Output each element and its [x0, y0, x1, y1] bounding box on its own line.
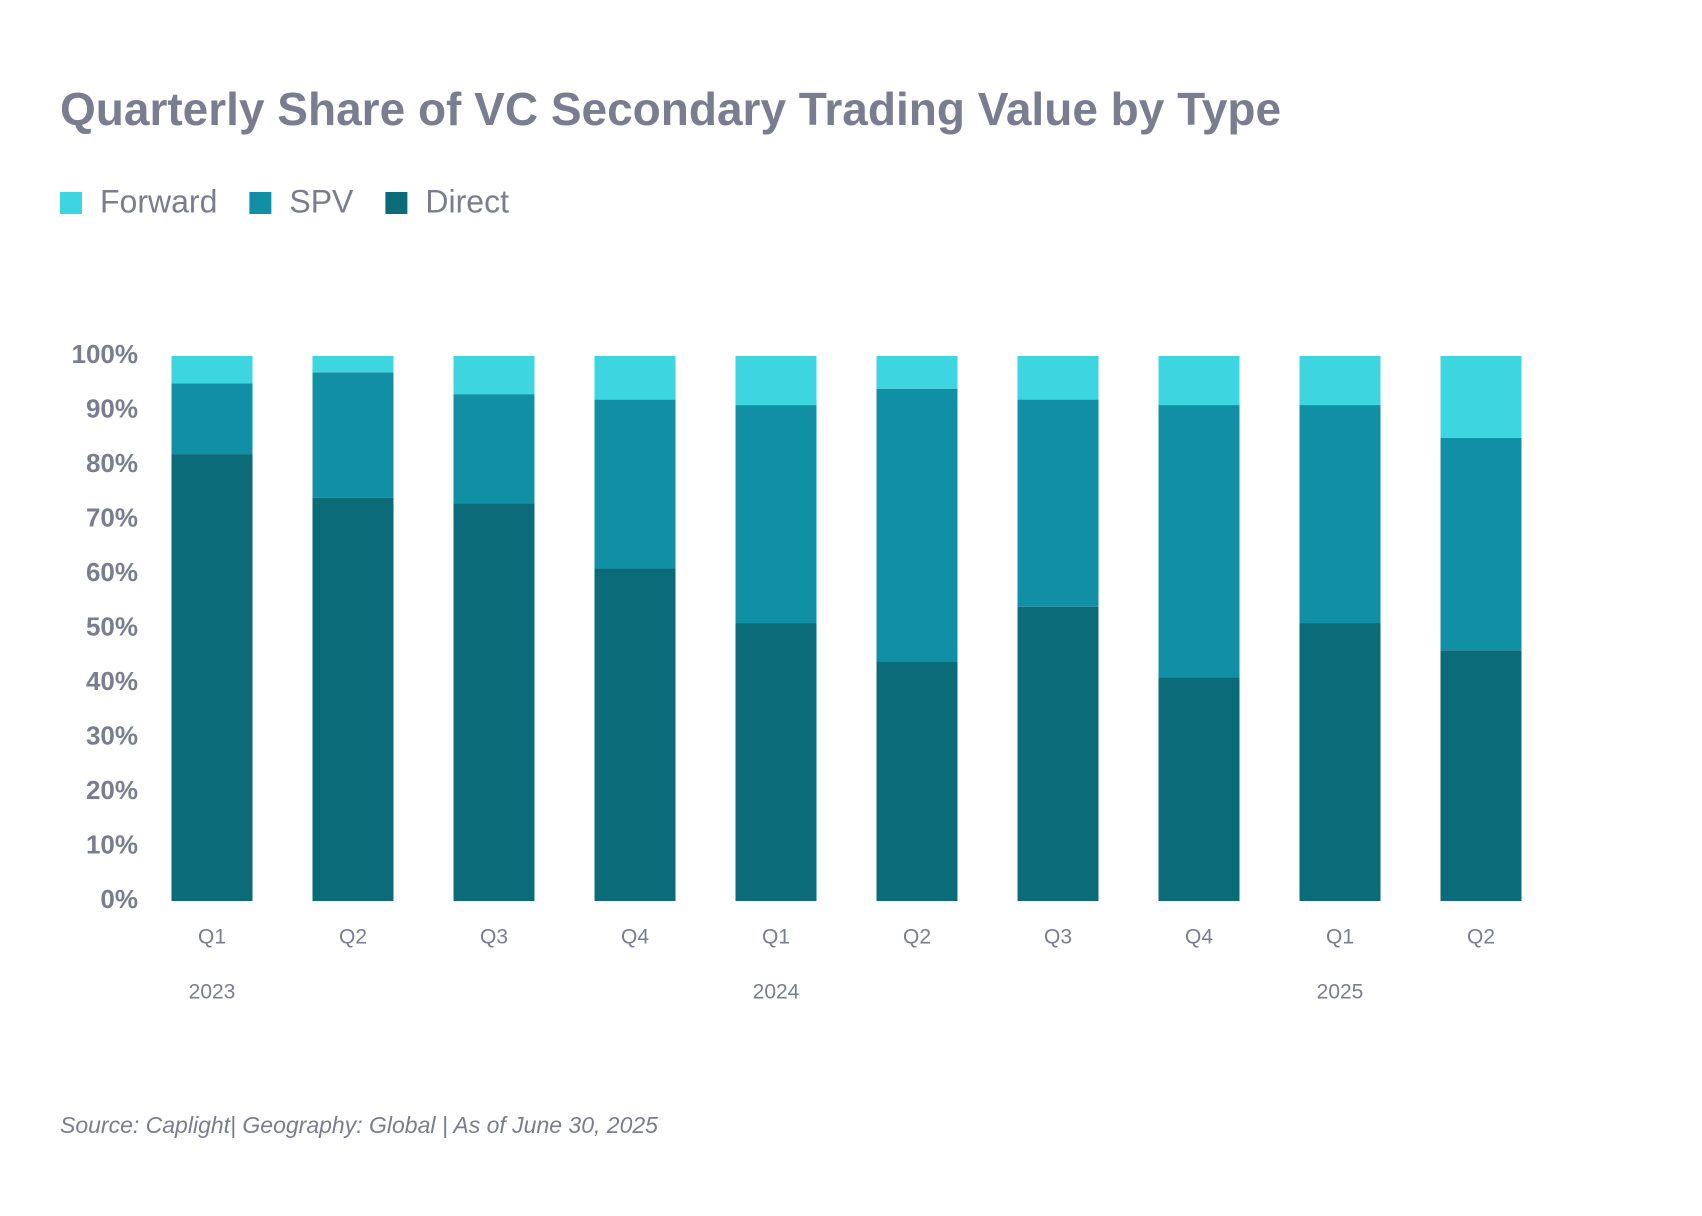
y-tick-label: 30% — [86, 720, 138, 750]
legend-label: Direct — [425, 183, 509, 219]
bar-segment — [735, 623, 817, 901]
bar-segment — [1440, 650, 1522, 901]
bar-segment — [876, 356, 958, 389]
y-tick-label: 40% — [86, 666, 138, 696]
bar-segment — [1158, 356, 1240, 406]
year-label: 2024 — [753, 981, 800, 1004]
year-label: 2025 — [1317, 981, 1364, 1004]
y-tick-label: 70% — [86, 502, 138, 532]
source-note: Source: Caplight| Geography: Global | As… — [60, 1112, 658, 1138]
legend-label: Forward — [100, 183, 217, 219]
legend-swatch — [385, 192, 408, 214]
x-tick-label: Q1 — [1326, 926, 1354, 949]
x-tick-label: Q4 — [1185, 926, 1213, 949]
y-tick-label: 20% — [86, 775, 138, 805]
legend-label: SPV — [289, 183, 354, 219]
bar-segment — [876, 661, 958, 901]
bar-segment — [1017, 399, 1099, 607]
y-tick-label: 0% — [100, 884, 138, 914]
bar-segment — [453, 356, 535, 395]
bar-segment — [171, 454, 253, 901]
bar-segment — [171, 383, 253, 455]
bar-segment — [1158, 677, 1240, 901]
x-tick-label: Q3 — [1044, 926, 1072, 949]
x-tick-label: Q2 — [1467, 926, 1495, 949]
x-tick-label: Q1 — [762, 926, 790, 949]
y-tick-label: 90% — [86, 393, 138, 423]
bar-segment — [453, 394, 535, 504]
bar-segment — [735, 405, 817, 624]
legend-swatch — [60, 192, 82, 214]
bar-segment — [312, 356, 394, 373]
y-tick-label: 80% — [86, 448, 138, 478]
bar-segment — [735, 356, 817, 406]
x-tick-label: Q3 — [480, 926, 508, 949]
bar-segment — [594, 568, 676, 901]
bar-segment — [1017, 606, 1099, 901]
y-tick-label: 100% — [72, 339, 139, 369]
bar-segment — [594, 356, 676, 400]
bar-segment — [876, 388, 958, 662]
bar-segment — [1440, 356, 1522, 438]
bar-segment — [1017, 356, 1099, 400]
bar-segment — [1299, 623, 1381, 901]
y-tick-label: 10% — [86, 829, 138, 859]
x-tick-label: Q2 — [903, 926, 931, 949]
bar-segment — [1158, 405, 1240, 678]
bar-segment — [312, 497, 394, 901]
x-tick-label: Q4 — [621, 926, 649, 949]
bar-segment — [1440, 437, 1522, 651]
x-tick-label: Q1 — [198, 926, 226, 949]
y-tick-label: 60% — [86, 557, 138, 587]
bar-segment — [594, 399, 676, 569]
chart-title: Quarterly Share of VC Secondary Trading … — [60, 83, 1281, 135]
legend-swatch — [249, 192, 272, 214]
bar-segment — [1299, 356, 1381, 406]
bar-segment — [453, 503, 535, 901]
bar-segment — [1299, 405, 1381, 624]
y-tick-label: 50% — [86, 611, 138, 641]
bar-segment — [171, 356, 253, 384]
year-label: 2023 — [189, 981, 236, 1004]
bar-segment — [312, 372, 394, 498]
x-tick-label: Q2 — [339, 926, 367, 949]
